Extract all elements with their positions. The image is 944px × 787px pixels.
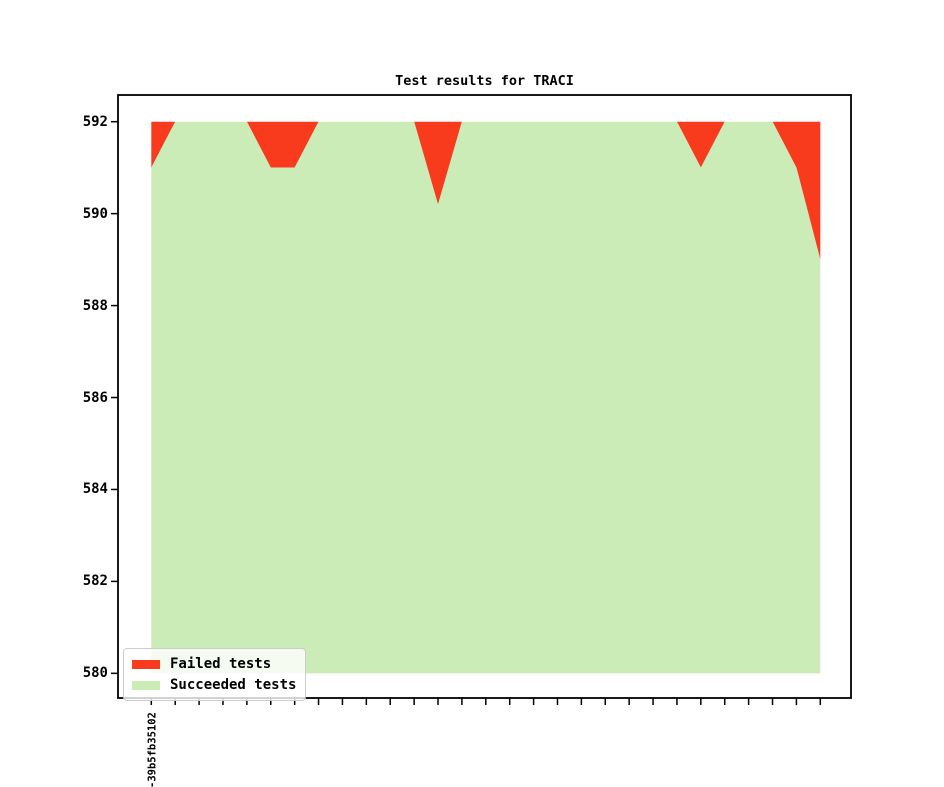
y-tick-label: 592 — [82, 113, 108, 130]
succeeded-area — [151, 121, 821, 674]
y-tick-label: 586 — [82, 389, 108, 406]
legend-label-failed: Failed tests — [170, 656, 272, 672]
y-tick-label: 580 — [82, 665, 108, 682]
legend-label-succeeded: Succeeded tests — [170, 677, 297, 693]
y-tick-label: 582 — [82, 573, 108, 590]
failed-swatch-icon — [132, 659, 160, 669]
legend-item-succeeded: Succeeded tests — [132, 675, 296, 695]
x-tick-label-commit: -39b5fb35102 — [146, 712, 158, 787]
y-tick-label: 588 — [82, 297, 108, 314]
chart-title: Test results for TRACI — [395, 73, 574, 89]
y-tick-label: 590 — [82, 205, 108, 222]
succeeded-swatch-icon — [132, 680, 160, 690]
legend-item-failed: Failed tests — [132, 654, 296, 674]
legend: Failed tests Succeeded tests — [123, 648, 307, 701]
y-tick-label: 584 — [82, 481, 108, 498]
axes-spines — [117, 94, 852, 699]
